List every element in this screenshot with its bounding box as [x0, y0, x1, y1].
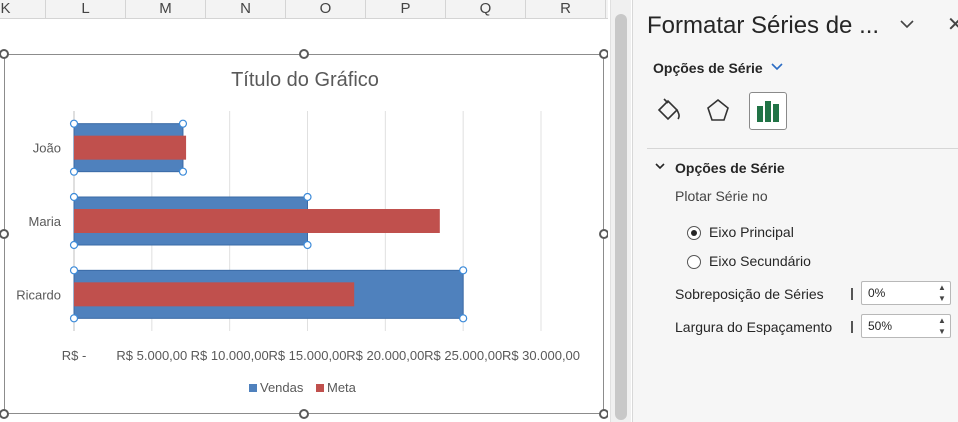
- column-header-row: K L M N O P Q R: [0, 0, 608, 19]
- column-header[interactable]: M: [126, 0, 206, 18]
- legend-entry-meta[interactable]: Meta: [327, 380, 357, 395]
- divider: [647, 148, 958, 149]
- legend-entry-vendas[interactable]: Vendas: [260, 380, 304, 395]
- y-category-label: Maria: [28, 214, 61, 229]
- chevron-down-icon[interactable]: [899, 14, 915, 35]
- column-header[interactable]: Q: [446, 0, 526, 18]
- chevron-down-icon[interactable]: ▼: [938, 327, 946, 336]
- column-header[interactable]: K: [0, 0, 46, 18]
- chevron-up-icon[interactable]: ▲: [938, 283, 946, 292]
- x-tick-label: R$ 10.000,00: [191, 348, 269, 363]
- bar-chart[interactable]: R$ - R$ 5.000,00 R$ 10.000,00 R$ 15.000,00 R…: [5, 55, 603, 413]
- bar-meta[interactable]: [74, 209, 440, 233]
- chart-title[interactable]: Título do Gráfico: [231, 69, 379, 91]
- close-icon[interactable]: ✕: [947, 14, 958, 36]
- gap-width-input[interactable]: [868, 318, 928, 334]
- chevron-up-icon[interactable]: ▲: [938, 316, 946, 325]
- selection-handle[interactable]: [459, 314, 468, 323]
- x-tick-label: R$ -: [62, 348, 87, 363]
- y-category-label: João: [33, 141, 61, 156]
- column-header[interactable]: N: [206, 0, 286, 18]
- selection-handle[interactable]: [69, 314, 79, 323]
- selection-handle[interactable]: [303, 240, 312, 250]
- resize-handle[interactable]: [599, 409, 608, 419]
- gap-width-label: Largura do Espaçamento: [675, 319, 833, 335]
- pentagon-icon[interactable]: [699, 92, 737, 130]
- overlap-label: Sobreposição de Séries: [675, 286, 824, 302]
- radio-label: Eixo Principal: [709, 224, 794, 240]
- selection-handle[interactable]: [178, 167, 188, 176]
- field-separator: [851, 288, 853, 300]
- field-separator: [851, 321, 853, 333]
- overlap-input[interactable]: [868, 285, 928, 301]
- legend-swatch-vendas: [249, 384, 257, 392]
- y-category-label: Ricardo: [16, 287, 61, 302]
- bar-meta[interactable]: [74, 135, 187, 160]
- column-header[interactable]: L: [46, 0, 126, 18]
- section-header[interactable]: Opções de Série: [675, 160, 785, 176]
- resize-handle[interactable]: [599, 229, 608, 239]
- bar-meta[interactable]: [74, 282, 355, 307]
- series-options-dropdown[interactable]: Opções de Série: [653, 60, 763, 76]
- resize-handle[interactable]: [299, 409, 309, 419]
- scrollbar-thumb[interactable]: [615, 14, 627, 420]
- gap-width-stepper[interactable]: ▲ ▼: [861, 314, 951, 338]
- selection-handle[interactable]: [178, 119, 188, 128]
- radio-button[interactable]: [687, 255, 701, 269]
- pane-title: Formatar Séries de ...: [647, 12, 880, 39]
- radio-button[interactable]: [687, 226, 701, 240]
- selection-handle[interactable]: [69, 266, 79, 275]
- selection-handle[interactable]: [459, 266, 468, 275]
- selection-handle[interactable]: [303, 192, 312, 202]
- vertical-scrollbar[interactable]: [610, 0, 631, 422]
- selection-handle[interactable]: [69, 119, 79, 128]
- worksheet: K L M N O P Q R Título do Gráfico R$ - R$…: [0, 0, 608, 419]
- x-tick-label: R$ 20.000,00: [346, 348, 424, 363]
- chevron-down-icon[interactable]: [655, 160, 665, 174]
- resize-handle[interactable]: [0, 49, 9, 59]
- bar-chart-icon[interactable]: [749, 92, 787, 130]
- chevron-down-icon[interactable]: [771, 58, 783, 74]
- paint-bucket-icon[interactable]: [649, 92, 687, 130]
- legend-swatch-meta: [316, 384, 324, 392]
- resize-handle[interactable]: [599, 49, 608, 59]
- chart-area[interactable]: Título do Gráfico R$ - R$ 5.000,00 R$ 10.0…: [4, 54, 604, 414]
- chevron-down-icon[interactable]: ▼: [938, 294, 946, 303]
- plot-series-label: Plotar Série no: [675, 188, 768, 204]
- resize-handle[interactable]: [0, 229, 9, 239]
- x-tick-label: R$ 30.000,00: [502, 348, 580, 363]
- resize-handle[interactable]: [0, 409, 9, 419]
- radio-label: Eixo Secundário: [709, 253, 811, 269]
- format-series-pane: Formatar Séries de ... ✕ Opções de Série…: [632, 0, 958, 422]
- column-header[interactable]: R: [526, 0, 606, 18]
- column-header[interactable]: P: [366, 0, 446, 18]
- x-tick-label: R$ 5.000,00: [116, 348, 187, 363]
- x-tick-label: R$ 15.000,00: [268, 348, 346, 363]
- overlap-stepper[interactable]: ▲ ▼: [861, 281, 951, 305]
- x-tick-label: R$ 25.000,00: [424, 348, 502, 363]
- selection-handle[interactable]: [69, 192, 79, 202]
- selection-handle[interactable]: [69, 167, 79, 176]
- resize-handle[interactable]: [299, 49, 309, 59]
- column-header[interactable]: O: [286, 0, 366, 18]
- selection-handle[interactable]: [69, 240, 79, 250]
